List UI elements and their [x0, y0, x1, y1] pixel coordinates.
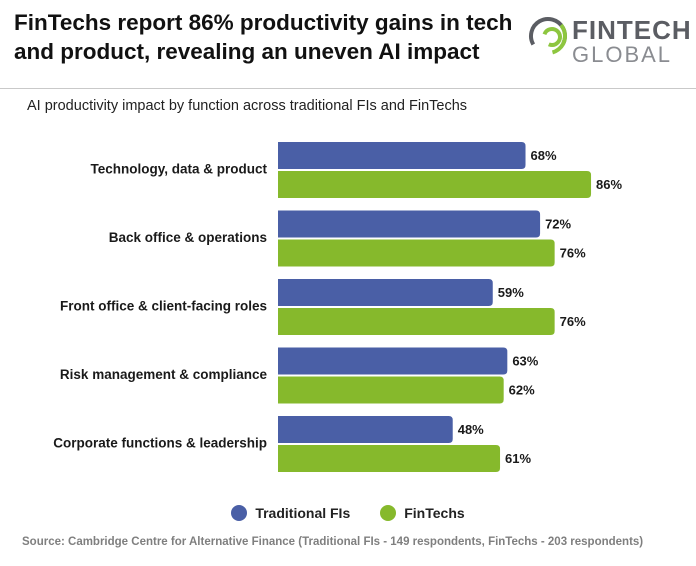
chart-title: FinTechs report 86% productivity gains i…: [14, 10, 513, 64]
category-label: Front office & client-facing roles: [60, 299, 267, 314]
data-label-fintechs: 76%: [560, 314, 586, 329]
logo-word-fintech: FINTECH: [572, 15, 692, 45]
legend-swatch-traditional: [231, 505, 248, 521]
data-label-traditional: 59%: [498, 285, 524, 300]
source-note: Source: Cambridge Centre for Alternative…: [22, 536, 644, 548]
bar-traditional: [278, 142, 526, 169]
data-label-traditional: 72%: [545, 216, 571, 231]
data-label-traditional: 68%: [531, 148, 557, 163]
data-label-fintechs: 62%: [509, 382, 535, 397]
bar-chart: Technology, data & product 68% 86% Back off…: [53, 142, 622, 472]
bar-traditional: [278, 279, 493, 306]
header-divider: [0, 88, 696, 89]
bar-fintechs: [278, 171, 592, 198]
data-label-traditional: 63%: [512, 353, 538, 368]
data-label-fintechs: 86%: [596, 177, 622, 192]
category-label: Back office & operations: [109, 230, 267, 245]
data-label-traditional: 48%: [458, 422, 484, 437]
bar-traditional: [278, 210, 541, 238]
data-label-fintechs: 76%: [560, 245, 586, 260]
legend-item-traditional: Traditional FIs: [231, 505, 350, 521]
bar-fintechs: [278, 308, 555, 335]
category-label: Technology, data & product: [90, 162, 267, 177]
bar-fintechs: [278, 376, 504, 404]
chart-subtitle: AI productivity impact by function acros…: [27, 98, 468, 114]
legend-swatch-fintechs: [380, 505, 397, 521]
legend-label-traditional: Traditional FIs: [255, 505, 351, 521]
bar-fintechs: [278, 445, 501, 472]
bar-traditional: [278, 347, 508, 375]
data-label-fintechs: 61%: [505, 451, 531, 466]
category-label: Corporate functions & leadership: [53, 436, 267, 451]
category-label: Risk management & compliance: [60, 367, 268, 382]
fintech-global-logo: FINTECH GLOBAL: [528, 14, 691, 70]
bar-traditional: [278, 416, 453, 443]
logo-word-global: GLOBAL: [572, 42, 673, 67]
logo-ring-icon: [529, 17, 567, 55]
legend: Traditional FIs FinTechs: [0, 505, 696, 521]
legend-item-fintechs: FinTechs: [380, 505, 465, 521]
bar-fintechs: [278, 239, 555, 267]
legend-label-fintechs: FinTechs: [404, 505, 465, 521]
